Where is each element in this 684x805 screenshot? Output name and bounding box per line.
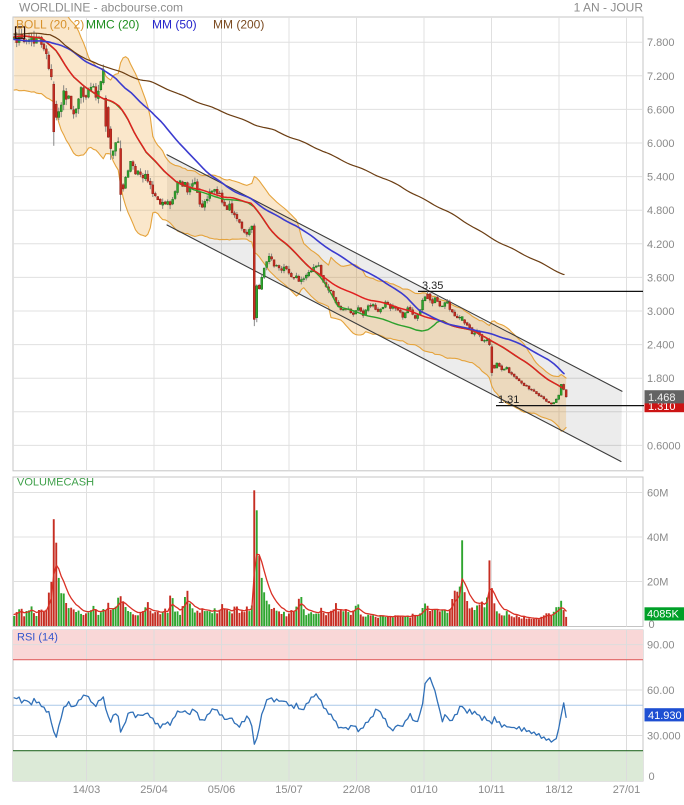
svg-text:27/01: 27/01 <box>613 784 641 796</box>
svg-text:2.400: 2.400 <box>647 340 675 352</box>
svg-text:90.00: 90.00 <box>647 640 675 652</box>
svg-text:1 AN - JOUR: 1 AN - JOUR <box>574 1 644 15</box>
svg-text:7.200: 7.200 <box>647 71 675 83</box>
svg-text:0: 0 <box>649 619 655 631</box>
svg-text:3.35: 3.35 <box>422 280 443 292</box>
svg-text:05/06: 05/06 <box>208 784 236 796</box>
svg-text:MMC (20): MMC (20) <box>86 18 139 32</box>
svg-text:25/04: 25/04 <box>140 784 168 796</box>
svg-text:0.6000: 0.6000 <box>647 440 681 452</box>
svg-text:4.800: 4.800 <box>647 205 675 217</box>
svg-text:4.200: 4.200 <box>647 239 675 251</box>
svg-text:18/12: 18/12 <box>545 784 573 796</box>
svg-text:6.000: 6.000 <box>647 138 675 150</box>
svg-text:6.600: 6.600 <box>647 104 675 116</box>
svg-text:RSI (14): RSI (14) <box>17 632 58 644</box>
svg-text:40M: 40M <box>647 532 668 544</box>
svg-text:5.400: 5.400 <box>647 172 675 184</box>
svg-text:20M: 20M <box>647 577 668 589</box>
svg-text:30.000: 30.000 <box>647 731 681 743</box>
svg-text:VOLUMECASH: VOLUMECASH <box>17 477 94 489</box>
svg-text:7.800: 7.800 <box>647 37 675 49</box>
svg-text:MM (200): MM (200) <box>213 18 264 32</box>
svg-text:60M: 60M <box>647 488 668 500</box>
svg-text:4085K: 4085K <box>647 609 679 621</box>
svg-text:1.800: 1.800 <box>647 373 675 385</box>
svg-text:60.00: 60.00 <box>647 685 675 697</box>
svg-text:0: 0 <box>649 771 655 783</box>
svg-text:22/08: 22/08 <box>343 784 371 796</box>
svg-text:01/10: 01/10 <box>410 784 438 796</box>
svg-text:3.600: 3.600 <box>647 272 675 284</box>
svg-text:3.000: 3.000 <box>647 306 675 318</box>
svg-text:14/03: 14/03 <box>73 784 101 796</box>
svg-text:10/11: 10/11 <box>478 784 505 796</box>
svg-text:1.468: 1.468 <box>648 392 676 404</box>
svg-text:15/07: 15/07 <box>275 784 303 796</box>
svg-text:WORLDLINE - abcbourse.com: WORLDLINE - abcbourse.com <box>19 1 183 15</box>
svg-text:1.31: 1.31 <box>498 394 519 406</box>
svg-text:BOLL (20, 2): BOLL (20, 2) <box>16 18 84 32</box>
svg-text:41.930: 41.930 <box>648 710 682 722</box>
svg-text:MM (50): MM (50) <box>152 18 197 32</box>
